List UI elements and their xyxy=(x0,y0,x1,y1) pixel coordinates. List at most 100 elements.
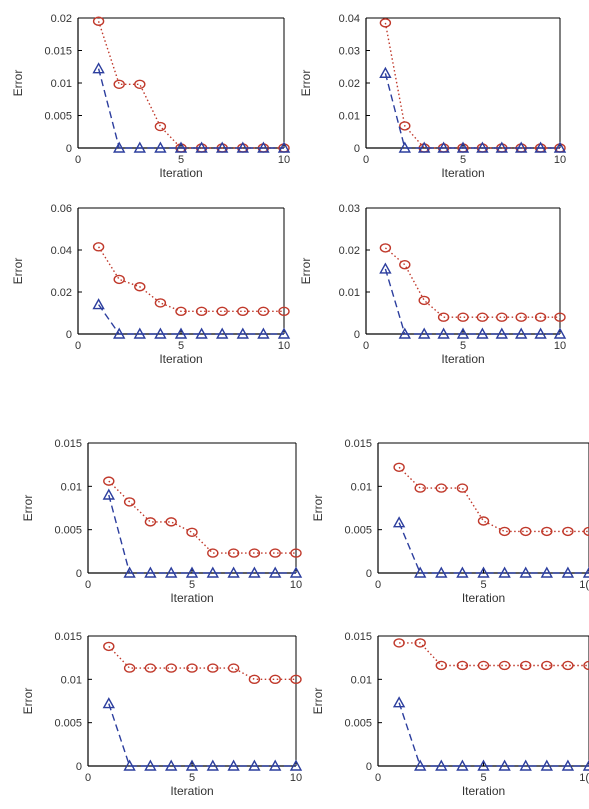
chart-5-series-2-point xyxy=(289,566,303,578)
chart-3-series-2-point xyxy=(133,327,146,339)
chart-7-ytick-label: 0 xyxy=(76,761,82,773)
chart-3-ytick-label: 0 xyxy=(66,329,72,341)
chart-4: 0 0.01 0.02 0.03 0 5 10 Iteration Error xyxy=(299,203,567,366)
chart-8-series-1-point xyxy=(456,660,469,671)
chart-6-xtick-label: 1( xyxy=(579,579,589,591)
chart-2-series-2-point xyxy=(515,141,528,153)
chart-1-series-1-point xyxy=(154,121,167,132)
chart-4-ytick-label: 0.02 xyxy=(339,245,360,257)
chart-2-ytick-label: 0.02 xyxy=(339,78,360,90)
chart-7-series-2-point xyxy=(289,759,303,771)
chart-7-series-1-point xyxy=(103,641,115,652)
chart-3-series-1-point xyxy=(237,306,249,317)
chart-6-series-1-point xyxy=(562,526,574,537)
chart-1-ytick-label: 0.02 xyxy=(51,13,72,25)
chart-4-series-2-point xyxy=(553,327,567,339)
chart-3-series-1-point xyxy=(175,306,187,317)
chart-5-xtick-label: 5 xyxy=(189,579,195,591)
chart-1-ylabel: Error xyxy=(11,70,25,97)
chart-4-series-2-point xyxy=(398,327,411,339)
chart-8-ylabel: Error xyxy=(311,688,325,715)
chart-3-series-2-point xyxy=(195,327,208,339)
chart-4-series-2-line xyxy=(384,268,560,335)
chart-2-series-2-point xyxy=(553,141,567,153)
chart-5-series-1-point xyxy=(186,527,198,537)
chart-4-ytick-label: 0.01 xyxy=(339,287,360,299)
chart-2-ytick-label: 0.01 xyxy=(339,111,360,123)
chart-7-series-1-point xyxy=(186,663,198,673)
chart-8-series-2-point xyxy=(435,759,448,771)
chart-4-series-1-point xyxy=(534,312,547,322)
chart-4-ytick-label: 0 xyxy=(354,329,360,341)
chart-5-series-2-point xyxy=(248,566,261,578)
chart-7-series-2-point xyxy=(102,697,115,709)
chart-5-series-2-point xyxy=(144,566,157,578)
chart-5-series-2-point xyxy=(206,566,219,578)
chart-5-ytick-label: 0 xyxy=(76,568,82,580)
chart-5-xlabel: Iteration xyxy=(170,591,213,605)
chart-8-series-1-point xyxy=(435,660,447,671)
chart-8-series-1-point xyxy=(393,638,405,648)
chart-6-series-2-point xyxy=(392,516,406,528)
chart-2-series-2-point xyxy=(398,141,411,153)
chart-8-series-1-line xyxy=(399,642,589,667)
chart-4-ytick-label: 0.03 xyxy=(339,203,360,215)
chart-6-ytick-label: 0 xyxy=(366,568,372,580)
chart-7-xtick-label: 5 xyxy=(189,772,195,784)
chart-6-series-2-point xyxy=(582,566,589,578)
chart-8-series-1-point xyxy=(498,660,511,671)
chart-7-ytick-label: 0.015 xyxy=(54,631,82,643)
chart-3-series-1-point xyxy=(216,306,228,317)
chart-1-xtick-label: 0 xyxy=(75,154,81,166)
chart-2-series-2-line xyxy=(384,73,560,149)
chart-8-series-2-point xyxy=(540,759,553,771)
chart-5-ytick-label: 0.005 xyxy=(54,525,82,537)
chart-3-series-2-point xyxy=(154,327,167,339)
chart-1-series-2-point xyxy=(195,141,208,153)
chart-8-series-1-point xyxy=(541,660,553,671)
chart-7-series-1-point xyxy=(290,674,302,685)
chart-3-series-1-line xyxy=(98,246,284,312)
chart-5-series-1-point xyxy=(248,548,261,558)
chart-3: 0 0.02 0.04 0.06 0 5 10 Iteration Error xyxy=(11,203,291,366)
chart-1-series-2-point xyxy=(277,141,291,153)
chart-3-series-1-point xyxy=(134,282,146,292)
chart-1-series-2-point xyxy=(257,141,270,153)
chart-3-series-2-point xyxy=(257,327,270,339)
chart-4-series-1-point xyxy=(515,312,527,322)
chart-8-series-1-point xyxy=(520,660,532,671)
chart-2-xtick-label: 5 xyxy=(460,154,466,166)
chart-2-series-2-point xyxy=(379,66,392,78)
chart-1-xtick-label: 10 xyxy=(278,154,290,166)
chart-8-xtick-label: 5 xyxy=(480,772,486,784)
chart-7-series-1-point xyxy=(227,663,240,673)
chart-7-series-1-point xyxy=(144,663,157,673)
chart-6: 0 0.005 0.01 0.015 0 5 1(Iteration Error xyxy=(311,438,589,605)
chart-5-xtick-label: 0 xyxy=(85,579,91,591)
chart-8-series-2-point xyxy=(519,759,532,771)
chart-4-series-1-point xyxy=(496,312,508,322)
chart-2-series-1-line xyxy=(384,22,560,149)
chart-2-series-2-point xyxy=(456,141,470,153)
chart-4-series-1-point xyxy=(418,295,430,306)
chart-5-series-1-point xyxy=(165,517,177,527)
chart-3-series-1-point xyxy=(195,306,208,317)
chart-6-ytick-label: 0.01 xyxy=(351,481,372,493)
chart-3-xtick-label: 5 xyxy=(178,340,184,352)
chart-5-series-1-point xyxy=(269,548,281,558)
chart-4-series-1-point xyxy=(437,312,450,322)
chart-8-series-2-point xyxy=(392,696,406,708)
chart-1-ytick-label: 0.01 xyxy=(51,78,72,90)
chart-6-xtick-label: 0 xyxy=(375,579,381,591)
chart-6-series-1-point xyxy=(435,483,447,493)
chart-2-series-2-point xyxy=(476,141,489,153)
chart-1: 0 0.005 0.01 0.015 0.02 0 5 10 Iteration Error xyxy=(11,13,291,180)
chart-7-series-2-point xyxy=(144,759,157,771)
chart-8-xlabel: Iteration xyxy=(462,784,505,798)
chart-5-series-1-point xyxy=(144,517,157,527)
chart-5-series-1-line xyxy=(108,480,296,554)
chart-1-series-1-line xyxy=(97,21,284,149)
chart-2-series-2-point xyxy=(437,141,450,153)
chart-6-xtick-label: 5 xyxy=(480,579,486,591)
chart-2-series-2-point xyxy=(534,141,547,153)
